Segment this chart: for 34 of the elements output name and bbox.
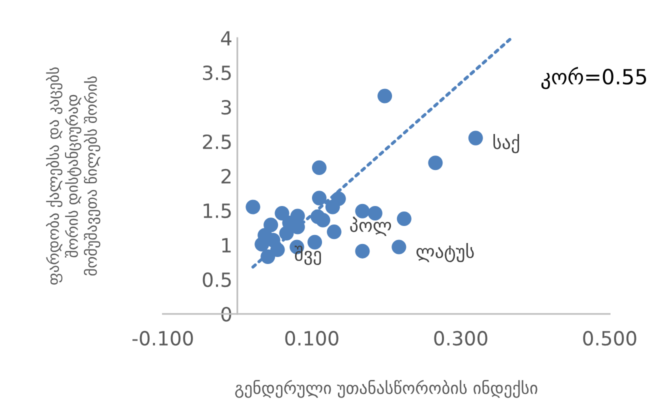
point [428,156,443,170]
point [392,240,406,254]
point [325,200,340,214]
y-tick-label: 3 [222,100,231,115]
x-tick-label: -0.100 [132,330,193,346]
x-axis-title: გენდერული უთანასწორობის ინდექსი [235,380,538,398]
point [246,200,260,214]
annotation: შვე [294,246,321,266]
annotation: ლატუს [416,242,474,262]
point [316,212,330,228]
y-tick-label: 1 [222,238,231,252]
annotation: საქ [493,134,520,154]
y-tick-label: 1.5 [204,204,231,218]
x-tick-label: 0.300 [434,330,488,346]
point [264,218,278,232]
x-tick-label: 0.100 [285,330,338,346]
point [326,224,342,240]
annotation: პოლ [350,216,392,236]
y-tick-label: 2.5 [202,134,231,150]
annotation: კორ=0.55 [541,66,646,90]
point [378,88,392,104]
y-tick-label: 3.5 [203,65,231,80]
point [396,211,412,226]
x-tick-label: 0.500 [583,330,636,346]
point [279,226,294,241]
point [312,190,327,206]
point [312,160,327,175]
y-tick-label: 2 [222,168,231,184]
y-tick-label: 4 [221,31,232,46]
point [355,244,370,258]
point [274,206,290,221]
y-axis-title: ფარდობა ქალებსა და კაცებს შორის დისტანციურად მომუშავეთა წილებს შორის [46,67,100,285]
point [468,130,483,146]
y-tick-label: 0.5 [202,272,231,288]
